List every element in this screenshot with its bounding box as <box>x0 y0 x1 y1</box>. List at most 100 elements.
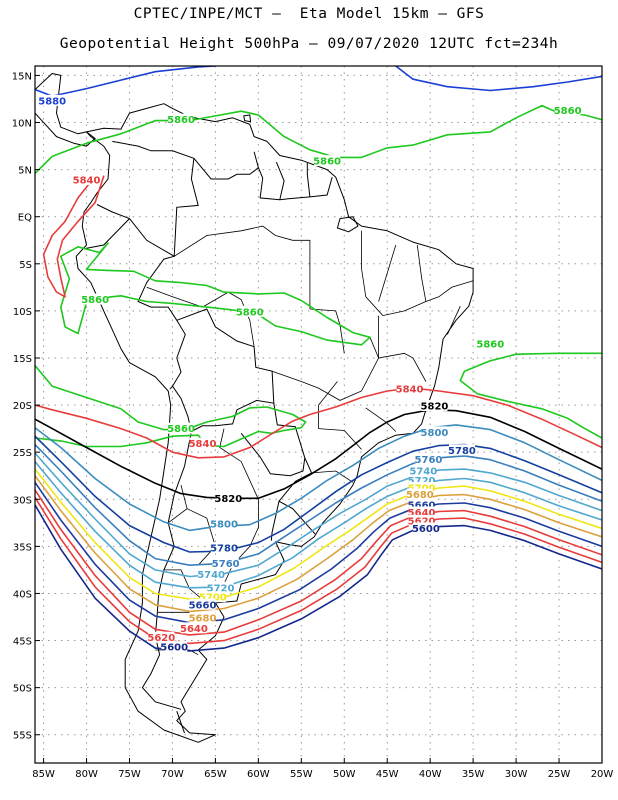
state-border <box>447 306 461 335</box>
contour-5840 <box>35 387 602 459</box>
contour-label-5760: 5760 <box>415 455 443 466</box>
lon-tick-label: 85W <box>32 769 55 780</box>
contour-5720 <box>35 460 602 589</box>
contour-label-5660: 5660 <box>189 600 217 611</box>
contour-label-5840: 5840 <box>396 385 424 396</box>
contour-label-bg <box>161 641 188 653</box>
contour-label-5740: 5740 <box>197 570 225 581</box>
lat-tick-label: 15N <box>12 71 32 82</box>
contour-label-5640: 5640 <box>180 624 208 635</box>
contour-label-5720: 5720 <box>207 583 235 594</box>
coastline <box>143 33 185 49</box>
contour-label-bg <box>73 173 100 185</box>
lon-tick-label: 25W <box>548 769 571 780</box>
contour-5860 <box>35 104 602 175</box>
axis-ticks: 15N 10N 5N EQ 5S 10S 15S 20S 25S 30S 35S 40S 45S 50S 5… <box>12 71 614 780</box>
lat-tick-label: 15S <box>13 354 32 365</box>
lat-tick-label: 40S <box>13 589 32 600</box>
lat-tick-label: 5N <box>18 166 32 177</box>
state-border <box>378 244 397 302</box>
contour-label-5860: 5860 <box>167 115 195 126</box>
contour-label-bg <box>236 305 263 317</box>
contour-label-5800: 5800 <box>210 519 238 530</box>
contour-label-5600: 5600 <box>412 524 440 535</box>
country-border <box>278 457 316 535</box>
contour-label-5800: 5800 <box>421 428 449 439</box>
coastlines <box>35 33 474 743</box>
state-border <box>365 407 397 432</box>
state-border <box>173 225 311 309</box>
contour-label-bg <box>212 557 239 569</box>
lon-tick-label: 60W <box>247 769 270 780</box>
state-border <box>146 286 203 308</box>
coastline <box>196 43 211 47</box>
lon-tick-label: 65W <box>204 769 227 780</box>
map-title-line-2: Geopotential Height 500hPa – 09/07/2020 … <box>59 36 559 52</box>
lat-tick-label: 25S <box>13 448 32 459</box>
contour-label-bg <box>148 631 175 643</box>
lon-tick-label: 40W <box>419 769 442 780</box>
contour-5600 <box>35 504 602 652</box>
country-border <box>83 218 130 250</box>
contour-label-5860: 5860 <box>313 157 341 168</box>
country-border <box>270 501 280 541</box>
country-border <box>176 711 185 734</box>
contour-label-bg <box>421 426 448 438</box>
lat-tick-label: 20S <box>13 401 32 412</box>
contour-label-5620: 5620 <box>147 633 175 644</box>
map-frame <box>34 65 603 764</box>
contour-label-bg <box>198 568 225 580</box>
contour-label-bg <box>215 492 242 504</box>
state-border <box>167 484 188 524</box>
contour-label-bg <box>180 622 207 634</box>
contour-label-bg <box>406 488 433 500</box>
contour-label-bg <box>410 465 437 477</box>
contour-label-bg <box>408 506 435 518</box>
state-border <box>202 291 255 347</box>
contour-label-5860: 5860 <box>476 339 504 350</box>
contour-label-5640: 5640 <box>408 508 436 519</box>
contour-label-bg <box>415 453 442 465</box>
coastline <box>336 216 359 233</box>
state-border <box>361 230 427 317</box>
map-title-line-1: CPTEC/INPE/MCT – Eta Model 15km – GFS <box>133 6 485 22</box>
state-border <box>309 308 345 354</box>
lon-tick-label: 20W <box>591 769 614 780</box>
contour-label-5700: 5700 <box>199 593 227 604</box>
contour-5820 <box>35 409 602 500</box>
contour-label-5860: 5860 <box>167 424 195 435</box>
contour-label-bg <box>421 400 448 412</box>
contour-5660 <box>35 481 602 624</box>
contour-5680 <box>35 474 602 613</box>
lon-tick-label: 80W <box>75 769 98 780</box>
lon-tick-label: 70W <box>161 769 184 780</box>
contour-label-bg <box>314 155 341 167</box>
lon-tick-label: 50W <box>333 769 356 780</box>
contour-label-5620: 5620 <box>408 516 436 527</box>
contour-label-bg <box>408 481 435 493</box>
contour-label-5840: 5840 <box>189 439 217 450</box>
contour-label-5820: 5820 <box>214 494 242 505</box>
contour-label-bg <box>168 113 195 125</box>
contour-label-bg <box>211 517 237 529</box>
contour-5880 <box>395 66 602 92</box>
contour-label-5720: 5720 <box>408 476 436 487</box>
contour-label-bg <box>189 437 216 449</box>
contour-labels: 5880 5860 5860 5860 5860 5860 5860 5860 5840 5840… <box>38 94 582 654</box>
lat-tick-label: 30S <box>13 495 32 506</box>
lon-tick-label: 35W <box>462 769 485 780</box>
contour-label-bg <box>189 598 216 610</box>
lat-tick-label: 55S <box>13 731 32 742</box>
contour-label-5660: 5660 <box>408 500 436 511</box>
contour-label-5740: 5740 <box>409 467 437 478</box>
lat-tick-label: 5S <box>19 260 32 271</box>
contour-5640 <box>35 489 602 636</box>
contour-label-5680: 5680 <box>406 490 434 501</box>
contour-label-bg <box>477 337 504 349</box>
contour-5800 <box>35 424 602 532</box>
state-border <box>378 315 427 382</box>
contour-label-bg <box>554 104 581 116</box>
lat-tick-label: 10N <box>12 119 32 130</box>
contour-5860 <box>459 352 602 439</box>
